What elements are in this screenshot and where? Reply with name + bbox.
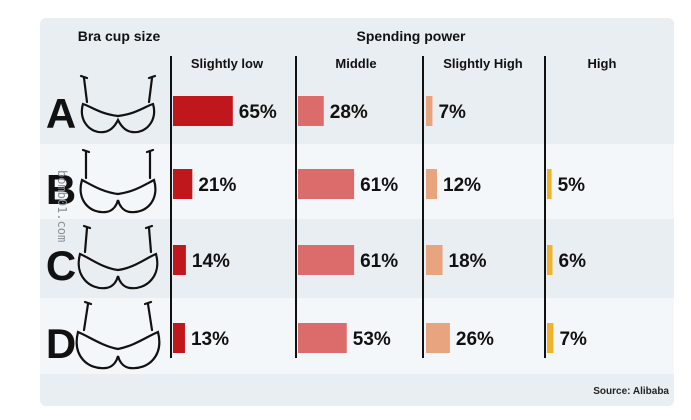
value-label-slightly-low-b: 21% (198, 175, 236, 196)
bar-slightly-low-c (173, 245, 186, 275)
bra-icon (79, 148, 157, 214)
value-label-slightly-low-c: 14% (192, 251, 230, 272)
bra-icon (77, 224, 159, 290)
row-band-d (40, 298, 674, 374)
value-label-middle-b: 61% (360, 175, 398, 196)
bar-middle-b (298, 169, 355, 199)
value-label-slightly-low-a: 65% (239, 102, 277, 123)
column-header-slightly-low: Slightly low (191, 56, 264, 71)
bar-slightly-high-a (426, 96, 433, 126)
bar-middle-d (298, 323, 347, 353)
bar-high-c (547, 245, 553, 275)
bar-slightly-low-d (173, 323, 185, 353)
cup-letter-b: B (46, 166, 76, 213)
bar-slightly-high-c (426, 245, 443, 275)
bar-slightly-high-b (426, 169, 438, 199)
value-labels-layer: 65% 21% 14% 13% 28% 61% 61% 53% 7% 12% 18% 26% 5% 6% 7… (191, 102, 587, 350)
cup-letter-a: A (46, 90, 76, 137)
bar-slightly-low-b (173, 169, 193, 199)
watermark-text: bomb01.com (55, 170, 69, 242)
bar-middle-a (298, 96, 324, 126)
value-label-middle-a: 28% (330, 102, 368, 123)
bar-high-b (547, 169, 552, 199)
value-label-slightly-low-d: 13% (191, 329, 229, 350)
value-label-slightly-high-d: 26% (456, 329, 494, 350)
column-header-high: High (588, 56, 617, 71)
cup-letter-c: C (46, 242, 76, 289)
value-label-high-b: 5% (558, 175, 586, 196)
row-band-b (40, 144, 674, 219)
cup-letter-d: D (46, 320, 76, 367)
value-label-slightly-high-b: 12% (443, 175, 481, 196)
bars-layer (173, 96, 554, 353)
column-header-slightly-high: Slightly High (443, 56, 523, 71)
bar-slightly-low-a (173, 96, 233, 126)
value-label-middle-c: 61% (360, 251, 398, 272)
value-label-slightly-high-c: 18% (449, 251, 487, 272)
value-label-middle-d: 53% (353, 329, 391, 350)
bar-slightly-high-d (426, 323, 450, 353)
bar-high-d (547, 323, 554, 353)
value-label-high-d: 7% (559, 329, 587, 350)
source-note: Source: Alibaba (593, 386, 669, 397)
bra-icon (79, 74, 157, 134)
bar-middle-c (298, 245, 355, 275)
value-label-high-c: 6% (559, 251, 587, 272)
spending-power-header: Spending power (357, 28, 466, 44)
column-header-middle: Middle (335, 56, 376, 71)
bra-icon (75, 300, 161, 370)
cup-size-header: Bra cup size (78, 28, 161, 44)
value-label-slightly-high-a: 7% (438, 102, 466, 123)
